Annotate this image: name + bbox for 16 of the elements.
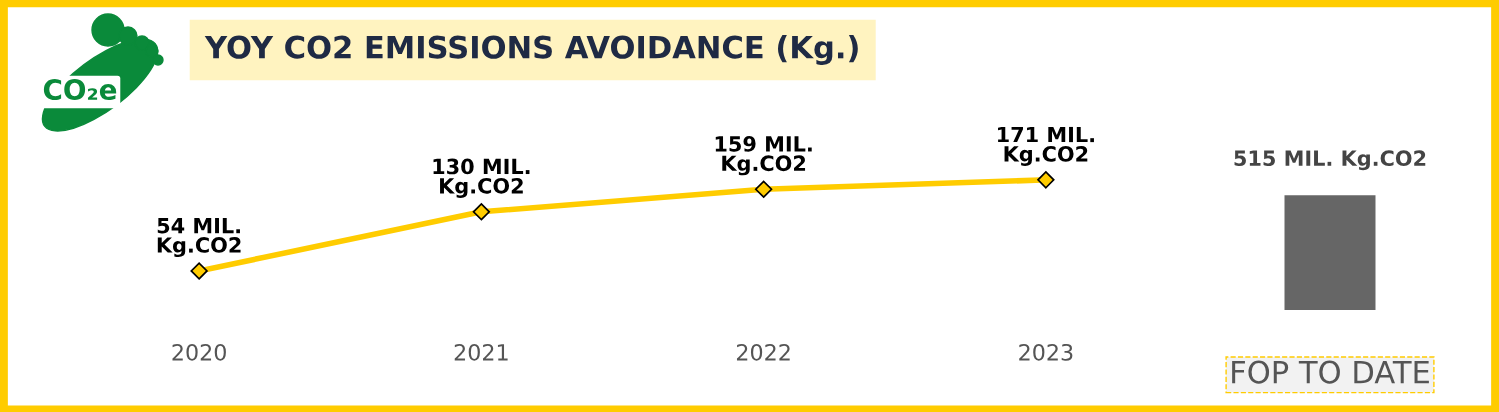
point — [472, 203, 491, 221]
chart-title: YOY CO2 EMISSIONS AVOIDANCE (Kg.) — [204, 35, 858, 65]
x-tick-label: 2021 — [454, 343, 508, 361]
data-label: 159 MIL. Kg.CO2 — [715, 136, 812, 176]
text: CO₂e — [43, 79, 117, 101]
data-label: 54 MIL. Kg.CO2 — [157, 218, 241, 258]
data-label: 515 MIL. Kg.CO2 — [1234, 150, 1426, 171]
data-label: 130 MIL. Kg.CO2 — [433, 158, 530, 198]
x-tick-label: 2023 — [1019, 343, 1073, 361]
point — [1037, 171, 1055, 189]
point — [190, 262, 208, 280]
point — [754, 180, 773, 198]
x-tick-label: 2022 — [736, 343, 790, 361]
data-label: 171 MIL. Kg.CO2 — [998, 126, 1094, 166]
x-tick-label: 2020 — [172, 343, 226, 361]
x-tick-label: FOP TO DATE — [1232, 360, 1429, 384]
